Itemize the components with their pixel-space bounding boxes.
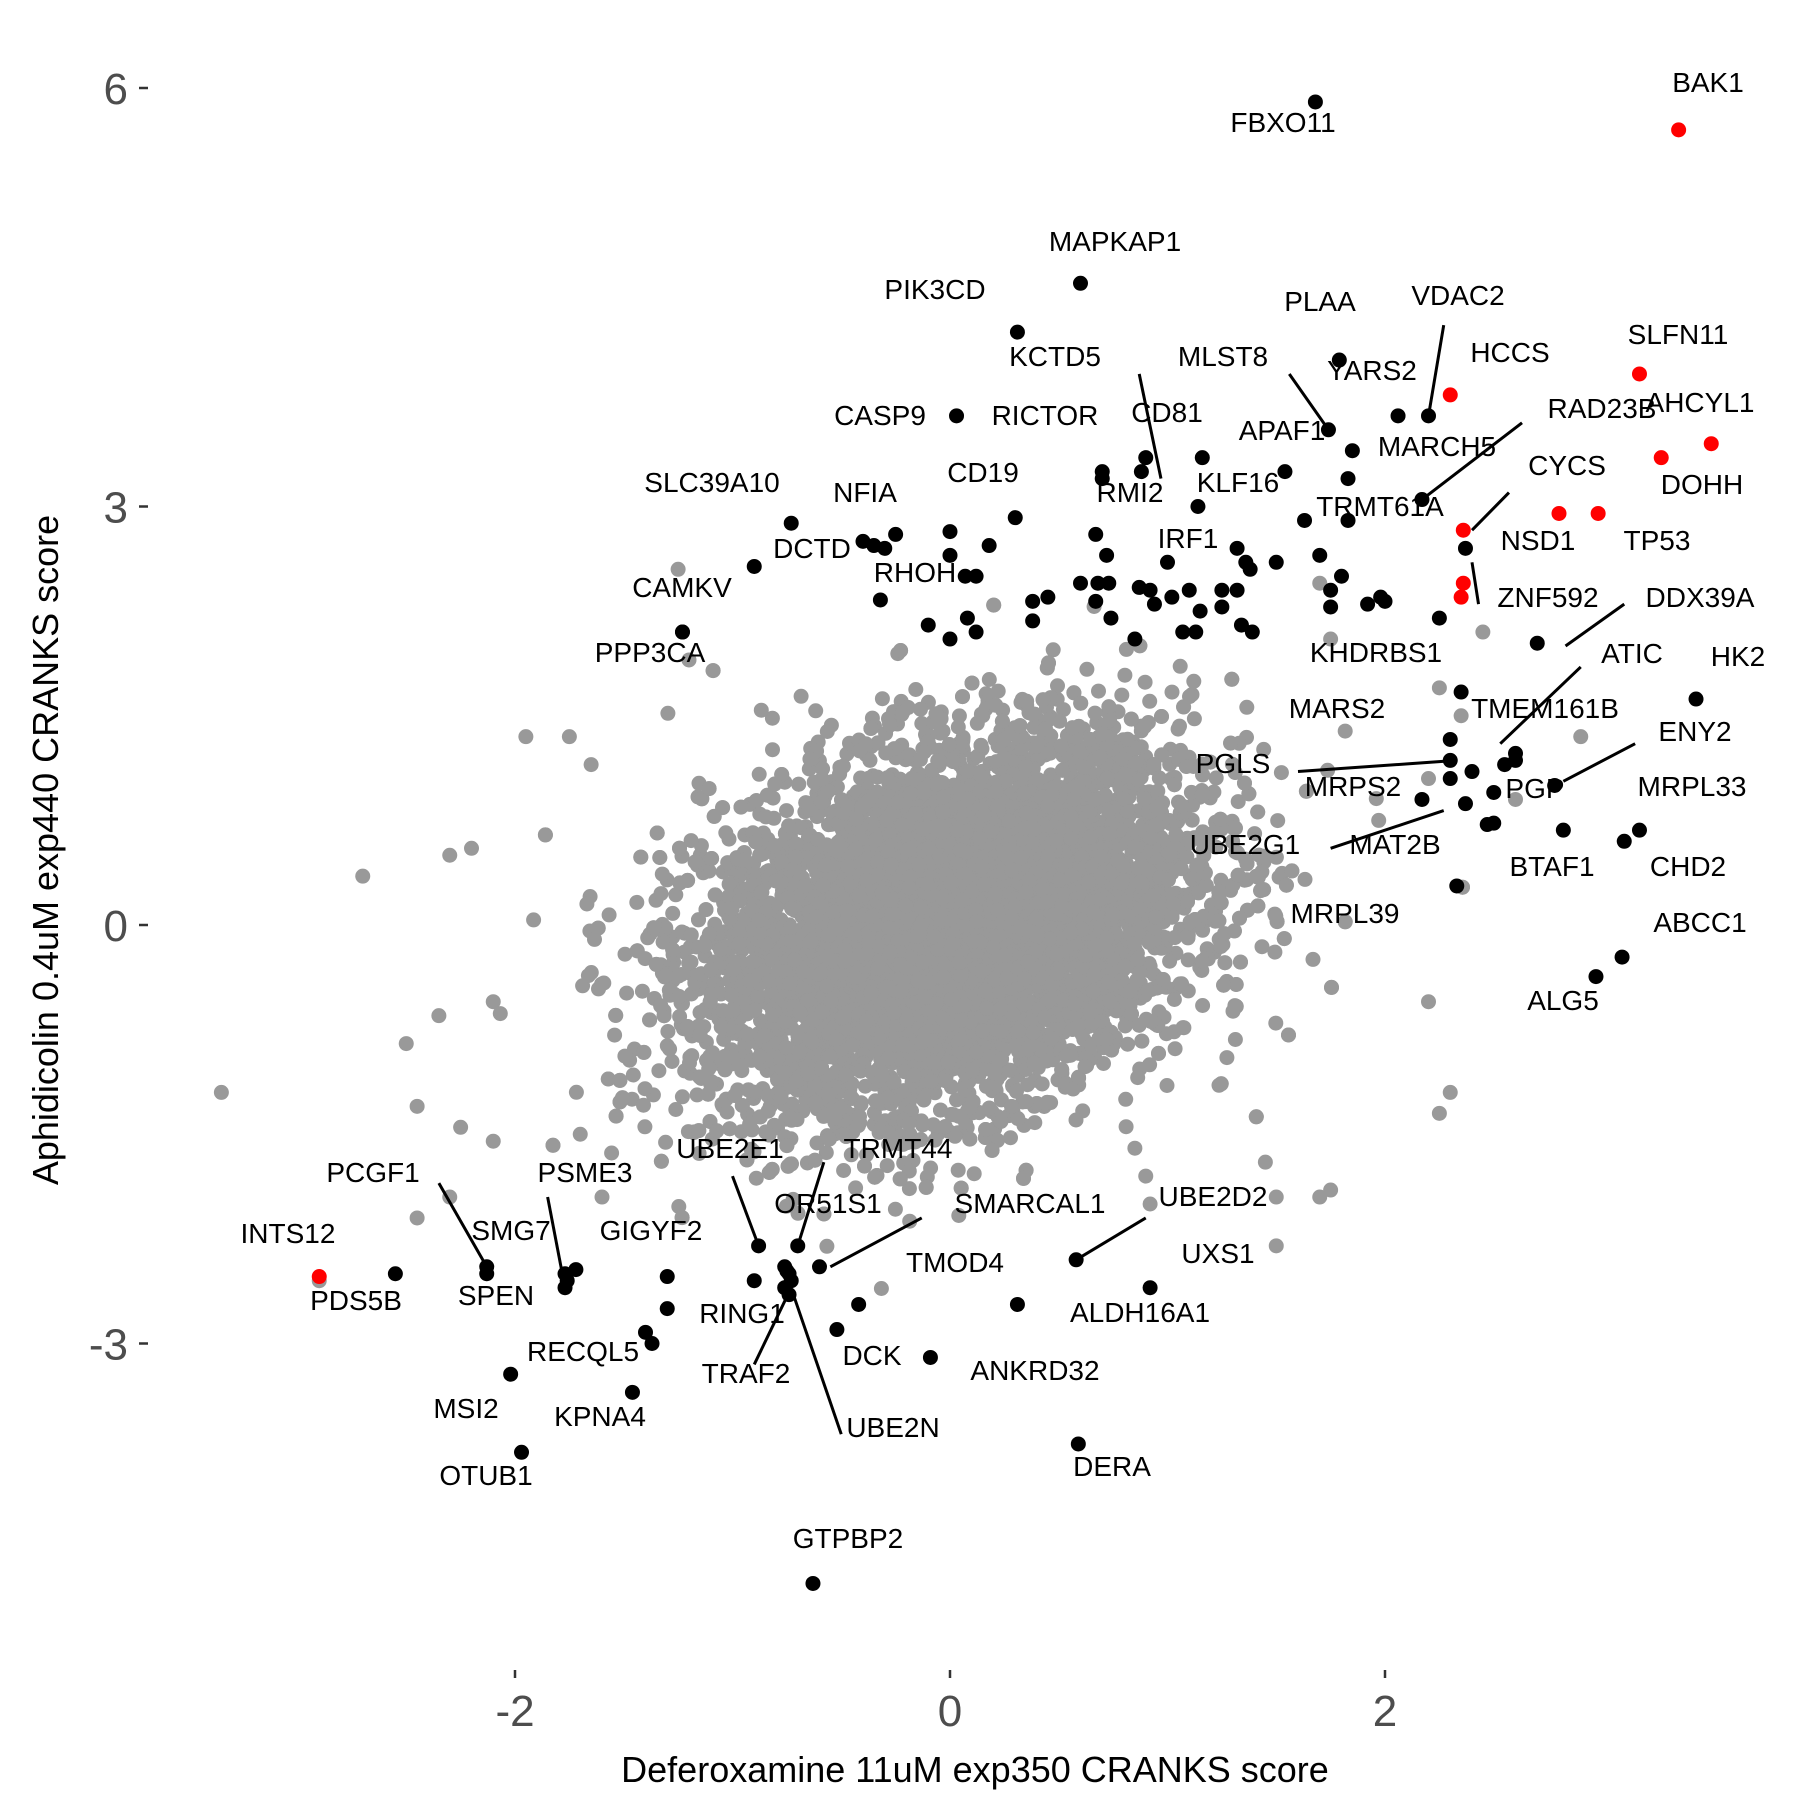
grey-point: [819, 1238, 835, 1254]
grey-point: [879, 1158, 895, 1174]
grey-point: [765, 742, 780, 758]
grey-point: [1239, 699, 1255, 715]
grey-point: [793, 688, 809, 704]
grey-point: [587, 931, 602, 947]
grey-point: [658, 1134, 674, 1150]
grey-point: [887, 1201, 903, 1217]
grey-point: [951, 708, 967, 724]
grey-point: [981, 672, 997, 687]
grey-point: [1208, 770, 1224, 786]
grey-point: [764, 710, 780, 726]
grey-point: [1227, 1032, 1243, 1047]
grey-point: [1268, 1015, 1284, 1031]
grey-point: [526, 912, 542, 928]
grey-point: [1034, 1076, 1050, 1092]
grey-point: [637, 1081, 653, 1097]
grey-point: [932, 725, 948, 741]
grey-point: [1297, 871, 1313, 887]
grey-point: [1117, 1018, 1133, 1034]
grey-point: [674, 1089, 690, 1105]
grey-point: [1213, 872, 1229, 888]
grey-point: [779, 803, 794, 819]
grey-point: [951, 1208, 967, 1223]
background-gene-points: [213, 561, 1589, 1296]
grey-point: [1137, 674, 1153, 690]
grey-point: [629, 894, 645, 910]
grey-point: [748, 1170, 764, 1186]
grey-point: [947, 1128, 963, 1144]
grey-point: [790, 1205, 806, 1221]
grey-point: [1079, 661, 1095, 677]
grey-point: [1180, 952, 1196, 968]
grey-point: [1120, 1036, 1136, 1052]
grey-point: [927, 1132, 943, 1148]
grey-point: [958, 1114, 973, 1130]
grey-point: [701, 863, 717, 879]
grey-point: [966, 1166, 982, 1182]
grey-point: [1206, 784, 1222, 800]
grey-point: [1186, 711, 1202, 727]
grey-point: [808, 703, 824, 719]
grey-point: [604, 1145, 620, 1161]
grey-point: [664, 1054, 680, 1069]
grey-point: [1045, 642, 1061, 658]
grey-point: [1141, 956, 1157, 971]
grey-point: [668, 887, 684, 903]
grey-point: [651, 1063, 667, 1079]
grey-point: [1068, 1112, 1084, 1128]
grey-point: [1195, 998, 1211, 1013]
grey-point: [1150, 783, 1166, 799]
grey-point: [492, 1006, 508, 1022]
grey-point: [818, 1145, 834, 1161]
grey-point: [1268, 849, 1284, 865]
grey-point: [634, 983, 650, 999]
grey-point: [637, 1119, 653, 1135]
grey-point: [751, 766, 767, 782]
grey-point: [1166, 992, 1182, 1007]
grey-point: [1167, 1041, 1183, 1057]
grey-point: [619, 985, 635, 1001]
grey-point: [1368, 791, 1384, 807]
grey-point: [601, 907, 617, 923]
grey-point: [1230, 794, 1246, 810]
grey-point: [1142, 693, 1158, 709]
grey-point: [1055, 702, 1071, 718]
grey-point: [874, 691, 890, 707]
grey-point: [873, 1281, 889, 1296]
grey-point: [1254, 939, 1270, 955]
grey-point: [683, 833, 699, 849]
grey-point: [848, 1180, 864, 1196]
grey-point: [908, 682, 924, 697]
grey-point: [1256, 741, 1272, 757]
grey-point: [1003, 1130, 1018, 1146]
grey-point: [625, 1067, 641, 1083]
grey-point: [1371, 812, 1387, 828]
grey-point: [925, 1117, 941, 1133]
grey-point: [1159, 1078, 1175, 1093]
grey-point: [691, 1145, 707, 1161]
grey-point: [1137, 718, 1153, 734]
grey-point: [809, 1135, 825, 1151]
grey-point: [1164, 684, 1180, 700]
